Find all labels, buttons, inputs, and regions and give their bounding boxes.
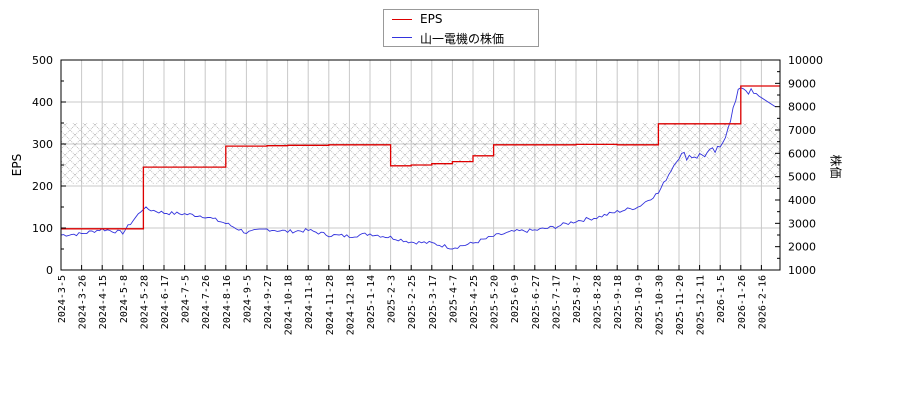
x-tick-label: 2025-2-25 — [407, 275, 418, 329]
x-tick-label: 2025-6-9 — [510, 275, 521, 323]
x-tick-label: 2025-2-3 — [387, 275, 398, 323]
right-tick-label: 1000 — [788, 264, 816, 277]
x-tick-label: 2024-9-27 — [263, 275, 274, 329]
left-tick-label: 300 — [32, 138, 53, 151]
x-tick-label: 2024-10-18 — [284, 275, 295, 335]
right-tick-label: 3000 — [788, 217, 816, 230]
right-tick-label: 5000 — [788, 171, 816, 184]
left-tick-label: 200 — [32, 180, 53, 193]
right-tick-label: 6000 — [788, 147, 816, 160]
legend-item-price: 山一電機の株価 — [384, 29, 538, 47]
x-axis: 2024-3-5 2024-3-26 2024-4-15 2024-5-8 2024-5… — [57, 265, 768, 335]
x-tick-label: 2025-1-14 — [366, 275, 377, 329]
left-tick-label: 500 — [32, 54, 53, 67]
right-tick-label: 2000 — [788, 241, 816, 254]
right-tick-label: 7000 — [788, 124, 816, 137]
x-tick-label: 2025-6-27 — [531, 275, 542, 329]
x-tick-label: 2025-10-9 — [634, 275, 645, 329]
x-tick-label: 2024-3-26 — [78, 275, 89, 329]
legend-label-eps: EPS — [420, 12, 443, 26]
x-tick-label: 2024-7-26 — [201, 275, 212, 329]
left-axis: 0 100 200 300 400 500 — [32, 54, 66, 277]
left-axis-title: EPS — [10, 153, 25, 177]
x-tick-label: 2024-8-16 — [222, 275, 233, 329]
x-tick-label: 2025-11-20 — [675, 275, 686, 335]
x-tick-label: 2024-4-15 — [98, 275, 109, 329]
x-tick-label: 2024-3-5 — [57, 275, 68, 323]
x-tick-label: 2024-11-8 — [304, 275, 315, 329]
x-tick-label: 2026-1-26 — [737, 275, 748, 329]
right-axis-title: 株価 — [828, 154, 843, 179]
eps-line-swatch-icon — [392, 19, 412, 20]
legend-item-eps: EPS — [384, 11, 538, 29]
x-tick-label: 2025-7-17 — [551, 275, 562, 329]
shaded-band — [61, 123, 780, 184]
x-tick-label: 2026-2-16 — [757, 275, 768, 329]
right-tick-label: 10000 — [788, 54, 823, 67]
series-lines — [60, 85, 780, 250]
right-axis: 1000 2000 3000 4000 5000 6000 7000 8000 9000 1000… — [775, 54, 823, 277]
x-tick-label: 2026-1-5 — [716, 275, 727, 323]
right-tick-label: 9000 — [788, 77, 816, 90]
legend: EPS 山一電機の株価 — [383, 9, 539, 47]
x-tick-label: 2024-11-28 — [325, 275, 336, 335]
left-tick-label: 100 — [32, 222, 53, 235]
x-tick-label: 2024-12-18 — [345, 275, 356, 335]
right-tick-label: 4000 — [788, 194, 816, 207]
x-tick-label: 2025-3-17 — [428, 275, 439, 329]
x-tick-label: 2025-12-11 — [696, 275, 707, 335]
x-tick-label: 2025-4-7 — [448, 275, 459, 323]
right-tick-label: 8000 — [788, 101, 816, 114]
x-tick-label: 2024-6-17 — [160, 275, 171, 329]
x-tick-label: 2024-5-28 — [139, 275, 150, 329]
x-tick-label: 2025-9-18 — [613, 275, 624, 329]
x-tick-label: 2025-8-7 — [572, 275, 583, 323]
price-line-swatch-icon — [392, 37, 412, 38]
x-tick-label: 2025-4-25 — [469, 275, 480, 329]
x-tick-label: 2024-9-5 — [242, 275, 253, 323]
x-tick-label: 2024-5-8 — [119, 275, 130, 323]
eps-line — [61, 85, 780, 230]
x-tick-label: 2025-10-30 — [654, 275, 665, 335]
x-tick-label: 2025-5-20 — [490, 275, 501, 329]
x-tick-label: 2024-7-5 — [181, 275, 192, 323]
legend-label-price: 山一電機の株価 — [420, 32, 505, 46]
left-tick-label: 400 — [32, 96, 53, 109]
left-tick-label: 0 — [46, 264, 53, 277]
price-line — [60, 87, 776, 250]
x-tick-label: 2025-8-28 — [593, 275, 604, 329]
